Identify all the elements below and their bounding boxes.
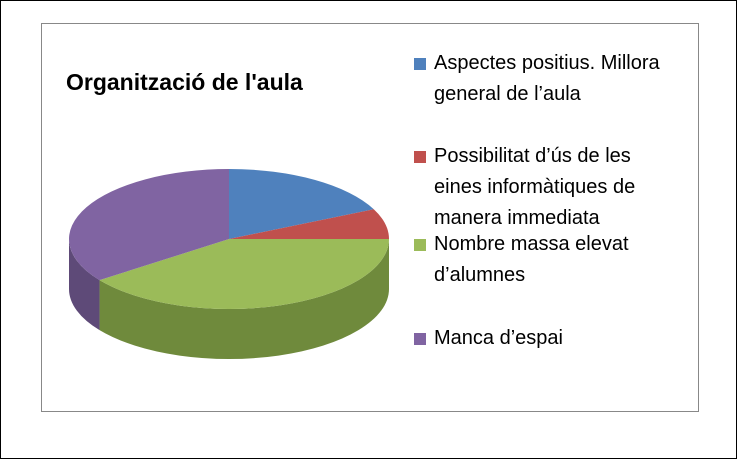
legend-swatch [414, 239, 426, 251]
chart-title: Organització de l'aula [66, 69, 303, 95]
legend-label: Possibilitat d’ús de les eines informàti… [434, 145, 636, 229]
pie-slice [229, 169, 374, 239]
pie-slice [99, 239, 389, 309]
legend-item: Possibilitat d’ús de les eines informàti… [414, 141, 684, 234]
pie-side [99, 239, 389, 359]
legend-item: Aspectes positius. Millora general de l’… [414, 48, 684, 110]
legend-item: Nombre massa elevat d’alumnes [414, 229, 684, 291]
legend-label: Aspectes positius. Millora general de l’… [434, 52, 660, 105]
pie-slice [69, 169, 229, 281]
pie-slice [229, 209, 389, 239]
chart-frame [41, 23, 699, 412]
legend-swatch [414, 333, 426, 345]
pie-side [69, 239, 100, 331]
legend-label: Manca d’espai [434, 327, 563, 349]
legend-swatch [414, 58, 426, 70]
legend-label: Nombre massa elevat d’alumnes [434, 233, 629, 286]
legend-swatch [414, 151, 426, 163]
legend-item: Manca d’espai [414, 323, 684, 354]
